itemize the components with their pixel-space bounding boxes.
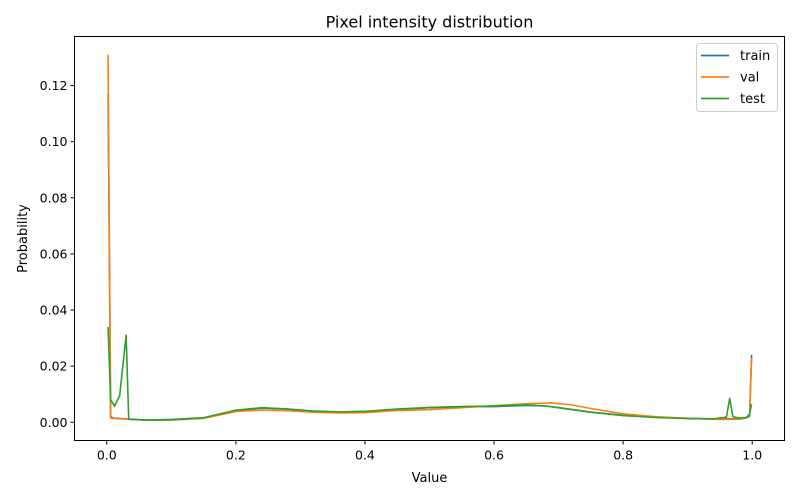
legend-label-test: test (740, 92, 765, 107)
x-tick-label: 0.6 (484, 448, 504, 463)
chart-title: Pixel intensity distribution (326, 13, 534, 32)
x-tick-label: 0.2 (226, 448, 246, 463)
legend: train val test (696, 43, 778, 112)
y-axis-label: Probability (16, 204, 31, 273)
y-tick-label: 0.06 (40, 246, 68, 261)
series-layer (107, 54, 753, 421)
series-line-test (107, 326, 753, 421)
y-axis: 0.00 0.02 0.04 0.06 0.08 0.10 0.12 (40, 78, 75, 430)
y-tick-label: 0.12 (40, 78, 68, 93)
legend-label-val: val (740, 71, 759, 86)
x-axis: 0.0 0.2 0.4 0.6 0.8 1.0 (97, 440, 762, 463)
series-line-train (107, 94, 753, 421)
y-tick-label: 0.08 (40, 190, 68, 205)
x-tick-label: 0.0 (97, 448, 117, 463)
legend-label-train: train (740, 49, 770, 64)
y-tick-label: 0.02 (40, 359, 68, 374)
series-line-val (107, 54, 753, 421)
y-tick-label: 0.10 (40, 134, 68, 149)
plot-area-frame (74, 36, 785, 441)
x-tick-label: 1.0 (742, 448, 762, 463)
x-tick-label: 0.8 (613, 448, 633, 463)
legend-box (696, 43, 778, 112)
x-axis-label: Value (412, 471, 448, 486)
y-tick-label: 0.00 (40, 415, 68, 430)
y-tick-label: 0.04 (40, 303, 68, 318)
x-tick-label: 0.4 (355, 448, 375, 463)
